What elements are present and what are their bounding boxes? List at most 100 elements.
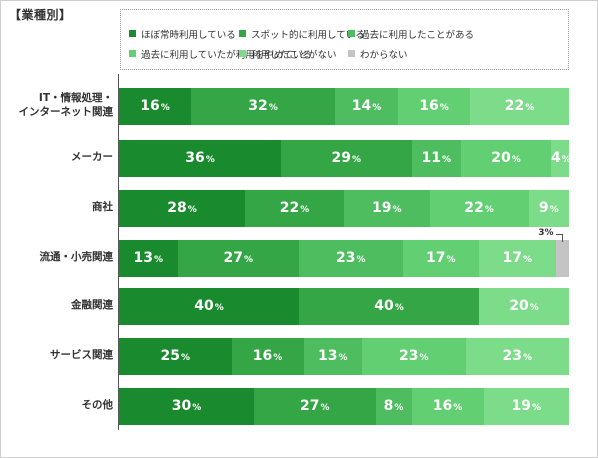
legend-label: 過去に利用していたが利用をやめている — [141, 50, 312, 61]
data-label: 29% — [331, 149, 361, 166]
legend-swatch — [348, 49, 355, 57]
legend-item: ほぼ常時利用している — [129, 27, 236, 41]
data-label: 16% — [140, 97, 170, 114]
legend-swatch — [239, 29, 246, 37]
bar-segment — [344, 189, 430, 227]
bar-segment — [411, 387, 484, 425]
bar-segment — [335, 87, 398, 125]
category-label: その他 — [0, 399, 114, 413]
data-label: 9% — [538, 199, 559, 216]
data-label: 23% — [398, 347, 429, 364]
data-label: 27% — [299, 397, 330, 414]
legend-swatch — [129, 49, 136, 57]
bar-segment — [254, 387, 376, 425]
bar-segment — [191, 87, 335, 125]
legend-swatch — [239, 49, 246, 57]
bar-segment — [177, 239, 299, 277]
legend-item: わからない — [348, 47, 408, 61]
callout-leader-line — [562, 233, 564, 242]
bar-segment — [119, 337, 232, 375]
data-label: 30% — [171, 397, 202, 414]
data-label: 16% — [419, 97, 449, 114]
bar-segment — [528, 189, 569, 227]
data-label: 22% — [464, 199, 494, 216]
bar-segment — [402, 239, 479, 277]
category-label: サービス関連 — [0, 349, 113, 363]
data-label: 13% — [133, 249, 163, 266]
bar-segment — [281, 139, 412, 177]
data-label: 19% — [371, 199, 402, 216]
category-label-line: その他 — [81, 399, 114, 411]
data-label: 40% — [194, 297, 224, 314]
bar-segment — [245, 189, 344, 227]
legend-item: 過去に利用したことがある — [348, 27, 474, 41]
data-label: 8% — [383, 397, 404, 414]
category-label-line: インターネット関連 — [18, 105, 114, 118]
data-label: 28% — [167, 199, 197, 216]
data-label: 4% — [551, 149, 571, 166]
category-label: IT・情報処理・ インターネット関連 — [0, 92, 114, 119]
category-label-line: 金融関連 — [71, 299, 113, 311]
data-label: 40% — [374, 297, 404, 314]
bar-segment — [429, 189, 529, 227]
bar-segment — [479, 287, 569, 325]
bar-segment — [483, 387, 569, 425]
legend-label: ほぼ常時利用している — [141, 30, 236, 41]
bar-segment — [375, 387, 412, 425]
bar-segment — [411, 139, 461, 177]
bar-segment — [551, 139, 569, 177]
data-label: 23% — [335, 249, 366, 266]
chart-legend: ほぼ常時利用している スポット的に利用している 過去に利用したことがある過去に利用し… — [120, 9, 569, 70]
callout-leader-line — [556, 233, 563, 235]
category-label-line: 流通・小売関連 — [39, 251, 114, 263]
bar-segment — [299, 239, 403, 277]
legend-item: 利用したことがない — [239, 47, 337, 61]
category-label-line: メーカー — [71, 151, 113, 163]
bar-segment — [555, 239, 569, 277]
bar-segment — [461, 139, 551, 177]
legend-label: スポット的に利用している — [251, 30, 365, 41]
data-label: 22% — [504, 97, 535, 114]
data-label: 16% — [432, 397, 463, 414]
category-label: 金融関連 — [0, 299, 113, 313]
callout-label: 3% — [538, 227, 554, 238]
bar-segment — [119, 287, 299, 325]
category-label-line: サービス関連 — [50, 349, 113, 361]
data-label: 11% — [421, 149, 451, 166]
category-label-line: 商社 — [92, 201, 113, 213]
data-label: 25% — [160, 347, 190, 364]
legend-item: 過去に利用していたが利用をやめている — [129, 47, 312, 61]
bar-segment — [119, 87, 191, 125]
bar-segment — [362, 337, 466, 375]
data-label: 23% — [502, 347, 532, 364]
bar-segment — [398, 87, 470, 125]
data-label: 20% — [509, 297, 539, 314]
data-label: 22% — [279, 199, 310, 216]
bar-segment — [231, 337, 304, 375]
bar-segment — [119, 139, 281, 177]
category-label: 商社 — [0, 201, 113, 215]
bar-segment — [303, 337, 362, 375]
bar-segment — [299, 287, 479, 325]
data-label: 14% — [351, 97, 382, 114]
data-label: 16% — [252, 347, 283, 364]
data-label: 19% — [511, 397, 541, 414]
bar-segment — [119, 387, 254, 425]
data-label: 20% — [491, 149, 521, 166]
bar-segment — [465, 337, 569, 375]
data-label: 13% — [317, 347, 348, 364]
legend-item: スポット的に利用している — [239, 27, 365, 41]
data-label: 36% — [185, 149, 215, 166]
bar-segment — [470, 87, 569, 125]
category-axis-line — [118, 74, 119, 430]
legend-label: 利用したことがない — [251, 50, 337, 61]
legend-swatch — [129, 29, 136, 37]
data-label: 17% — [502, 249, 532, 266]
category-label: メーカー — [0, 151, 113, 165]
bar-segment — [479, 239, 556, 277]
legend-label: わからない — [360, 50, 408, 61]
bar-segment — [119, 189, 245, 227]
bar-segment — [119, 239, 178, 277]
legend-swatch — [348, 29, 355, 37]
